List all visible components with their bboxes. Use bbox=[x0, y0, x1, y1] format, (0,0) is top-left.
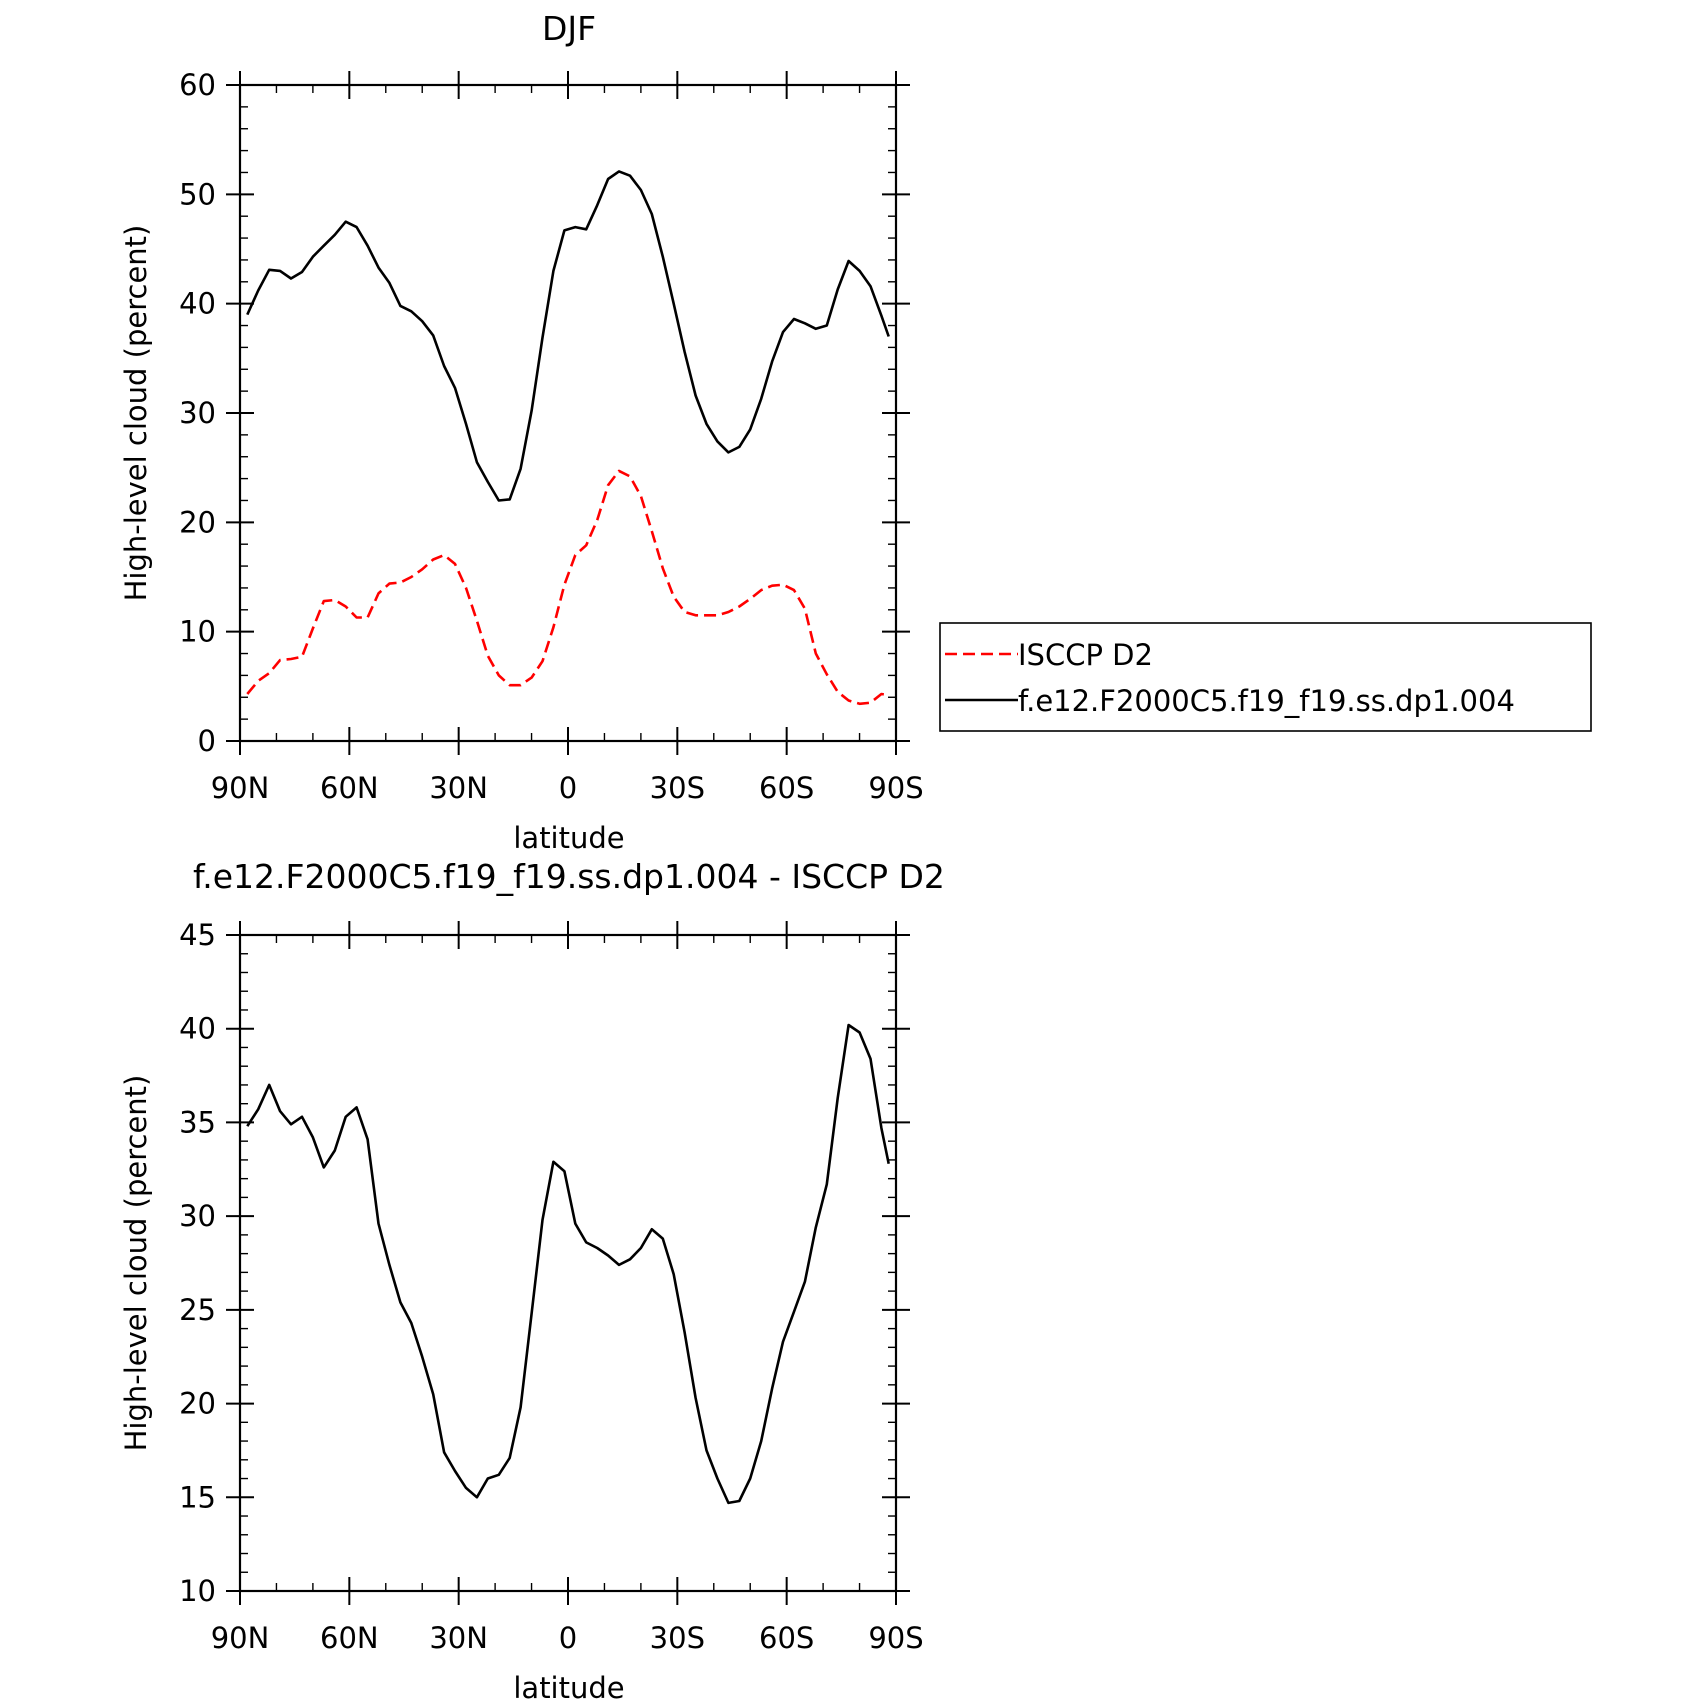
x-tick-label: 30N bbox=[429, 1621, 488, 1655]
y-tick-label: 35 bbox=[179, 1105, 216, 1139]
y-axis-label-difference: High-level cloud (percent) bbox=[119, 1075, 153, 1452]
legend-box bbox=[939, 622, 1592, 732]
x-tick-label: 60N bbox=[320, 771, 379, 805]
y-axis-label-djf: High-level cloud (percent) bbox=[119, 225, 153, 602]
y-tick-label: 45 bbox=[179, 918, 216, 952]
x-tick-label: 30S bbox=[650, 771, 705, 805]
y-tick-label: 20 bbox=[179, 505, 216, 539]
x-tick-label: 90N bbox=[211, 771, 270, 805]
x-tick-label: 60N bbox=[320, 1621, 379, 1655]
legend-label-model: f.e12.F2000C5.f19_f19.ss.dp1.004 bbox=[1018, 684, 1515, 718]
plot-frame-djf bbox=[238, 83, 898, 743]
chart-title-djf: DJF bbox=[542, 9, 596, 48]
panel-difference: f.e12.F2000C5.f19_f19.ss.dp1.004 - ISCCP… bbox=[119, 857, 945, 1703]
x-tick-label: 30S bbox=[650, 1621, 705, 1655]
x-axis-label-djf: latitude bbox=[513, 821, 624, 855]
y-tick-label: 10 bbox=[179, 615, 216, 649]
y-tick-labels-djf: 0 10 20 30 40 50 60 bbox=[179, 68, 216, 758]
x-tick-label: 30N bbox=[429, 771, 488, 805]
x-axis-label-difference: latitude bbox=[513, 1671, 624, 1703]
plot-area-difference bbox=[246, 1023, 890, 1505]
y-tick-label: 30 bbox=[179, 396, 216, 430]
x-tick-label: 90S bbox=[868, 771, 923, 805]
chart-title-difference: f.e12.F2000C5.f19_f19.ss.dp1.004 - ISCCP… bbox=[193, 857, 945, 896]
y-tick-label: 60 bbox=[179, 68, 216, 102]
y-tick-label: 15 bbox=[179, 1480, 216, 1514]
x-tick-label: 0 bbox=[559, 1621, 577, 1655]
x-tick-label: 90N bbox=[211, 1621, 270, 1655]
legend-label-isccp: ISCCP D2 bbox=[1018, 638, 1153, 672]
x-tick-label: 60S bbox=[759, 771, 814, 805]
ticks-difference bbox=[226, 921, 910, 1605]
x-tick-label: 90S bbox=[868, 1621, 923, 1655]
y-tick-label: 10 bbox=[179, 1574, 216, 1608]
legend: ISCCP D2 f.e12.F2000C5.f19_f19.ss.dp1.00… bbox=[939, 622, 1592, 732]
y-tick-label: 0 bbox=[198, 724, 216, 758]
y-tick-label: 40 bbox=[179, 287, 216, 321]
x-tick-label: 60S bbox=[759, 1621, 814, 1655]
x-tick-labels-djf: 90N 60N 30N 0 30S 60S 90S bbox=[211, 771, 924, 805]
series-line-djf-0 bbox=[246, 469, 889, 706]
plot-area-djf bbox=[246, 170, 890, 706]
y-tick-label: 30 bbox=[179, 1199, 216, 1233]
y-tick-label: 50 bbox=[179, 177, 216, 211]
ticks-djf bbox=[226, 71, 910, 755]
y-tick-labels-difference: 10 15 20 25 30 35 40 45 bbox=[179, 918, 216, 1608]
x-tick-label: 0 bbox=[559, 771, 577, 805]
x-tick-labels-difference: 90N 60N 30N 0 30S 60S 90S bbox=[211, 1621, 924, 1655]
series-line-djf-1 bbox=[246, 170, 890, 502]
panel-djf: DJF 0 10 20 30 40 50 60 90N 60N 30N 0 30S 60S 90S la… bbox=[119, 9, 1592, 855]
plot-frame-difference bbox=[238, 933, 898, 1593]
y-tick-label: 25 bbox=[179, 1293, 216, 1327]
y-tick-label: 40 bbox=[179, 1012, 216, 1046]
series-line-difference-0 bbox=[246, 1023, 890, 1505]
y-tick-label: 20 bbox=[179, 1387, 216, 1421]
